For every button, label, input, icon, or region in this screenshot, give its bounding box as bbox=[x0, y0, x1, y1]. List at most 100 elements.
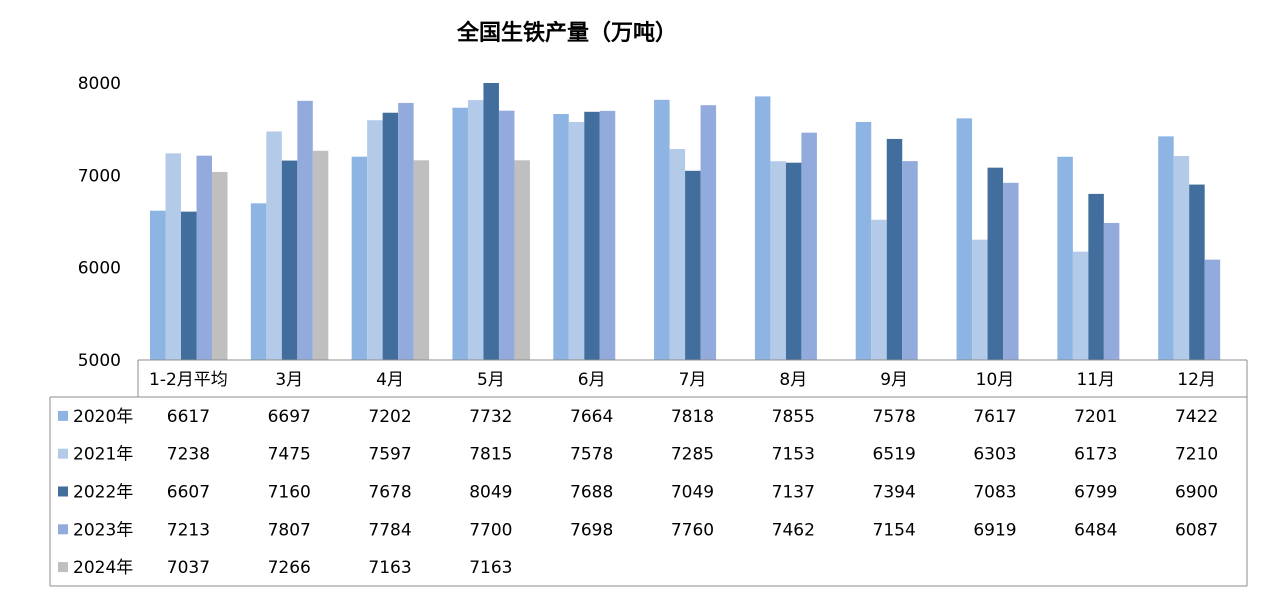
legend-swatch bbox=[58, 524, 68, 535]
x-tick-label: 1-2月平均 bbox=[149, 370, 228, 390]
data-label: 7285 bbox=[671, 445, 714, 465]
data-table: 1-2月平均 3月 4月 5月 6月 7月 8月 9月 10月 11月 12月 2020年 6617 66… bbox=[49, 359, 1248, 587]
bar bbox=[584, 111, 600, 360]
data-label: 7700 bbox=[469, 520, 512, 540]
bar bbox=[972, 239, 988, 360]
bar bbox=[467, 100, 484, 360]
data-label: 7083 bbox=[973, 483, 1016, 503]
bar bbox=[1072, 251, 1089, 360]
x-tick-label: 12月 bbox=[1177, 370, 1216, 390]
data-label: 7688 bbox=[570, 483, 613, 503]
x-tick-label: 8月 bbox=[779, 370, 807, 390]
x-tick-label: 5月 bbox=[477, 370, 505, 390]
bar bbox=[514, 160, 530, 360]
data-label: 7698 bbox=[570, 520, 613, 540]
data-label: 7202 bbox=[368, 407, 411, 427]
bar bbox=[700, 105, 717, 360]
data-label: 7807 bbox=[268, 520, 311, 540]
bar bbox=[250, 203, 267, 360]
data-label: 6173 bbox=[1074, 445, 1117, 465]
bar bbox=[266, 131, 282, 360]
bar bbox=[498, 110, 515, 360]
data-label: 7462 bbox=[772, 520, 815, 540]
data-label: 7815 bbox=[469, 445, 512, 465]
chart-title: 全国生铁产量（万吨） bbox=[456, 20, 677, 46]
data-label: 7578 bbox=[570, 445, 613, 465]
bar bbox=[956, 118, 973, 360]
legend-swatch bbox=[58, 410, 68, 421]
bar bbox=[871, 219, 887, 360]
bar bbox=[669, 149, 686, 360]
x-tick-label: 10月 bbox=[976, 370, 1015, 390]
x-tick-label: 7月 bbox=[679, 370, 707, 390]
data-label: 6697 bbox=[268, 407, 311, 427]
data-label: 7678 bbox=[368, 483, 411, 503]
bars bbox=[150, 83, 1221, 361]
data-label: 7760 bbox=[671, 520, 714, 540]
legend-label: 2021年 bbox=[73, 445, 133, 465]
bar bbox=[785, 162, 802, 360]
data-label: 7137 bbox=[772, 483, 815, 503]
y-tick-label: 6000 bbox=[78, 259, 121, 279]
data-label: 7732 bbox=[469, 407, 512, 427]
data-label: 7578 bbox=[873, 407, 916, 427]
data-label: 7210 bbox=[1175, 445, 1218, 465]
data-label: 6900 bbox=[1175, 483, 1218, 503]
data-label: 7784 bbox=[368, 520, 411, 540]
data-label: 6799 bbox=[1074, 483, 1117, 503]
bar bbox=[801, 132, 817, 360]
bar bbox=[483, 83, 499, 360]
bar bbox=[312, 150, 329, 360]
legend-label: 2024年 bbox=[73, 558, 133, 578]
data-label: 7201 bbox=[1074, 407, 1117, 427]
bar bbox=[196, 155, 212, 360]
data-label: 7422 bbox=[1175, 407, 1218, 427]
bar bbox=[654, 99, 670, 361]
bar bbox=[413, 160, 430, 360]
data-label: 7154 bbox=[873, 520, 916, 540]
bar bbox=[150, 210, 166, 360]
data-label: 7037 bbox=[167, 558, 210, 578]
bar bbox=[855, 121, 872, 361]
bar bbox=[1103, 222, 1120, 360]
bar bbox=[1173, 155, 1190, 360]
legend-label: 2023年 bbox=[73, 520, 133, 540]
x-tick-label: 4月 bbox=[376, 370, 404, 390]
data-label: 7163 bbox=[368, 558, 411, 578]
bar bbox=[212, 171, 228, 360]
data-label: 8049 bbox=[469, 483, 512, 503]
data-label: 6607 bbox=[167, 483, 210, 503]
data-label: 6484 bbox=[1074, 520, 1117, 540]
bar bbox=[1158, 136, 1174, 360]
bar bbox=[297, 100, 313, 360]
bar bbox=[599, 110, 616, 360]
bar bbox=[568, 121, 585, 361]
x-tick-label: 3月 bbox=[275, 370, 303, 390]
data-label: 7597 bbox=[368, 445, 411, 465]
bar bbox=[281, 160, 298, 360]
bar bbox=[553, 114, 569, 361]
bar bbox=[754, 96, 771, 360]
data-label: 6617 bbox=[167, 407, 210, 427]
data-label: 6087 bbox=[1175, 520, 1218, 540]
bar bbox=[1003, 182, 1019, 360]
bar bbox=[165, 153, 181, 360]
bar bbox=[770, 161, 786, 360]
x-tick-label: 11月 bbox=[1076, 370, 1115, 390]
data-label: 7238 bbox=[167, 445, 210, 465]
bar bbox=[351, 156, 368, 360]
legend-label: 2022年 bbox=[73, 483, 133, 503]
data-label: 7475 bbox=[268, 445, 311, 465]
y-tick-label: 8000 bbox=[78, 74, 121, 94]
bar bbox=[1088, 193, 1104, 360]
bar bbox=[1204, 259, 1221, 360]
data-label: 7394 bbox=[873, 483, 916, 503]
data-label: 7818 bbox=[671, 407, 714, 427]
data-label: 6303 bbox=[973, 445, 1016, 465]
data-label: 7049 bbox=[671, 483, 714, 503]
data-label: 7266 bbox=[268, 558, 311, 578]
legend-swatch bbox=[58, 448, 68, 459]
x-tick-label: 6月 bbox=[578, 370, 606, 390]
